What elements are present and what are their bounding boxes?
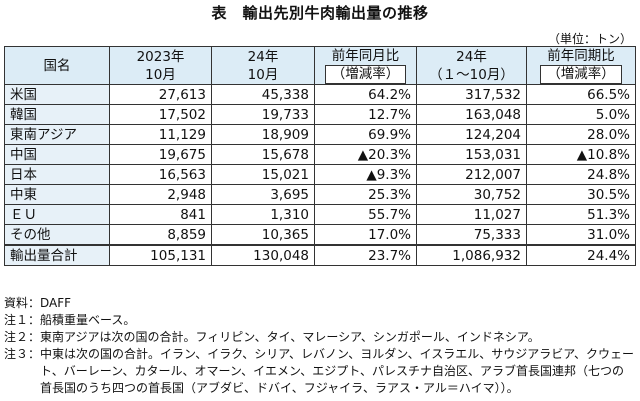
- note-source: 資料： DAFF: [4, 295, 636, 312]
- cell-2023-10: 17,502: [109, 104, 212, 125]
- table-row: 米国 27,613 45,338 64.2% 317,532 66.5%: [4, 84, 636, 105]
- cell-mom: 23.7%: [314, 244, 417, 266]
- cell-2023-10: 19,675: [109, 144, 212, 165]
- header-24-10-line2: 10月: [247, 66, 279, 83]
- cell-24-10: 19,733: [211, 104, 315, 125]
- cell-2023-10: 2,948: [109, 184, 212, 205]
- note-label: 注３：: [4, 347, 41, 361]
- footnotes: 資料： DAFF 注１： 船積重量ベース。 注２： 東南アジアは次の国の合計。フ…: [4, 295, 636, 397]
- header-mom: 前年同月比 （増減率）: [314, 46, 417, 85]
- cell-country: ＥＵ: [4, 204, 110, 225]
- table-row: 中国 19,675 15,678 ▲20.3% 153,031 ▲10.8%: [4, 144, 636, 165]
- cell-mom: 64.2%: [314, 84, 417, 105]
- cell-24-ytd: 163,048: [416, 104, 527, 125]
- note-label: 資料：: [4, 296, 41, 310]
- cell-24-ytd: 11,027: [416, 204, 527, 225]
- cell-mom: 55.7%: [314, 204, 417, 225]
- header-2023-10-line2: 10月: [145, 66, 176, 83]
- note-2: 注２： 東南アジアは次の国の合計。フィリピン、タイ、マレーシア、シンガポール、イ…: [4, 329, 636, 346]
- cell-country: 輸出量合計: [4, 244, 110, 266]
- cell-country: 韓国: [4, 104, 110, 125]
- cell-ytd-ratio: 51.3%: [526, 204, 636, 225]
- table-row: 日本 16,563 15,021 ▲9.3% 212,007 24.8%: [4, 164, 636, 185]
- cell-country: 東南アジア: [4, 124, 110, 145]
- header-country: 国名: [4, 46, 110, 85]
- cell-24-ytd: 124,204: [416, 124, 527, 145]
- note-text: 船積重量ベース。: [40, 313, 136, 327]
- page-title: 表 輸出先別牛肉輸出量の推移: [211, 4, 429, 22]
- cell-mom: 25.3%: [314, 184, 417, 205]
- cell-ytd-ratio: 24.8%: [526, 164, 636, 185]
- note-label: 注１：: [4, 313, 41, 327]
- cell-2023-10: 105,131: [109, 244, 212, 266]
- note-text: 中東は次の国の合計。イラン、イラク、シリア、レバノン、ヨルダン、イスラエル、サウ…: [40, 347, 635, 395]
- cell-24-10: 10,365: [211, 224, 315, 246]
- header-24-ytd: 24年 （１～10月）: [416, 46, 527, 85]
- header-24-ytd-line1: 24年: [456, 48, 487, 65]
- header-mom-line2: （増減率）: [324, 65, 407, 84]
- cell-24-10: 130,048: [211, 244, 315, 266]
- note-text: 東南アジアは次の国の合計。フィリピン、タイ、マレーシア、シンガポール、インドネシ…: [40, 330, 540, 344]
- total-row: 輸出量合計 105,131 130,048 23.7% 1,086,932 24…: [4, 244, 636, 266]
- cell-24-10: 45,338: [211, 84, 315, 105]
- header-24-10-line1: 24年: [247, 48, 279, 65]
- note-1: 注１： 船積重量ベース。: [4, 312, 636, 329]
- cell-ytd-ratio: 66.5%: [526, 84, 636, 105]
- header-ytd-ratio-line1: 前年同期比: [547, 48, 615, 64]
- cell-country: 中東: [4, 184, 110, 205]
- header-ytd-ratio-line2: （増減率）: [540, 65, 622, 84]
- cell-mom: 69.9%: [314, 124, 417, 145]
- table-row: 韓国 17,502 19,733 12.7% 163,048 5.0%: [4, 104, 636, 125]
- cell-country: その他: [4, 224, 110, 246]
- note-text: DAFF: [40, 296, 72, 310]
- header-2023-10-line1: 2023年: [136, 48, 185, 65]
- cell-24-ytd: 1,086,932: [416, 244, 527, 266]
- cell-24-10: 15,021: [211, 164, 315, 185]
- cell-24-10: 3,695: [211, 184, 315, 205]
- table-row: その他 8,859 10,365 17.0% 75,333 31.0%: [4, 224, 636, 246]
- cell-2023-10: 8,859: [109, 224, 212, 246]
- cell-2023-10: 27,613: [109, 84, 212, 105]
- cell-mom: ▲9.3%: [314, 164, 417, 185]
- cell-24-ytd: 153,031: [416, 144, 527, 165]
- cell-24-10: 18,909: [211, 124, 315, 145]
- header-ytd-ratio: 前年同期比 （増減率）: [526, 46, 636, 85]
- cell-country: 中国: [4, 144, 110, 165]
- table-row: ＥＵ 841 1,310 55.7% 11,027 51.3%: [4, 204, 636, 225]
- note-label: 注２：: [4, 330, 41, 344]
- header-24-ytd-line2: （１～10月）: [429, 66, 514, 83]
- cell-ytd-ratio: 31.0%: [526, 224, 636, 246]
- cell-2023-10: 841: [109, 204, 212, 225]
- cell-country: 米国: [4, 84, 110, 105]
- note-3: 注３： 中東は次の国の合計。イラン、イラク、シリア、レバノン、ヨルダン、イスラエ…: [4, 346, 636, 397]
- cell-24-10: 15,678: [211, 144, 315, 165]
- cell-ytd-ratio: 24.4%: [526, 244, 636, 266]
- cell-ytd-ratio: 30.5%: [526, 184, 636, 205]
- cell-24-ytd: 317,532: [416, 84, 527, 105]
- cell-24-ytd: 30,752: [416, 184, 527, 205]
- cell-country: 日本: [4, 164, 110, 185]
- table-row: 中東 2,948 3,695 25.3% 30,752 30.5%: [4, 184, 636, 205]
- export-table: 国名 2023年 10月 24年 10月 前年同月比 （増減率） 24年 （１～…: [4, 46, 636, 266]
- header-24-10: 24年 10月: [211, 46, 315, 85]
- cell-ytd-ratio: 28.0%: [526, 124, 636, 145]
- cell-mom: ▲20.3%: [314, 144, 417, 165]
- header-2023-10: 2023年 10月: [109, 46, 212, 85]
- cell-2023-10: 11,129: [109, 124, 212, 145]
- cell-24-ytd: 212,007: [416, 164, 527, 185]
- cell-24-10: 1,310: [211, 204, 315, 225]
- cell-mom: 12.7%: [314, 104, 417, 125]
- header-mom-line1: 前年同月比: [331, 48, 400, 64]
- cell-ytd-ratio: ▲10.8%: [526, 144, 636, 165]
- cell-mom: 17.0%: [314, 224, 417, 246]
- cell-ytd-ratio: 5.0%: [526, 104, 636, 125]
- cell-2023-10: 16,563: [109, 164, 212, 185]
- unit-label: （単位：トン）: [547, 32, 632, 46]
- table-row: 東南アジア 11,129 18,909 69.9% 124,204 28.0%: [4, 124, 636, 145]
- cell-24-ytd: 75,333: [416, 224, 527, 246]
